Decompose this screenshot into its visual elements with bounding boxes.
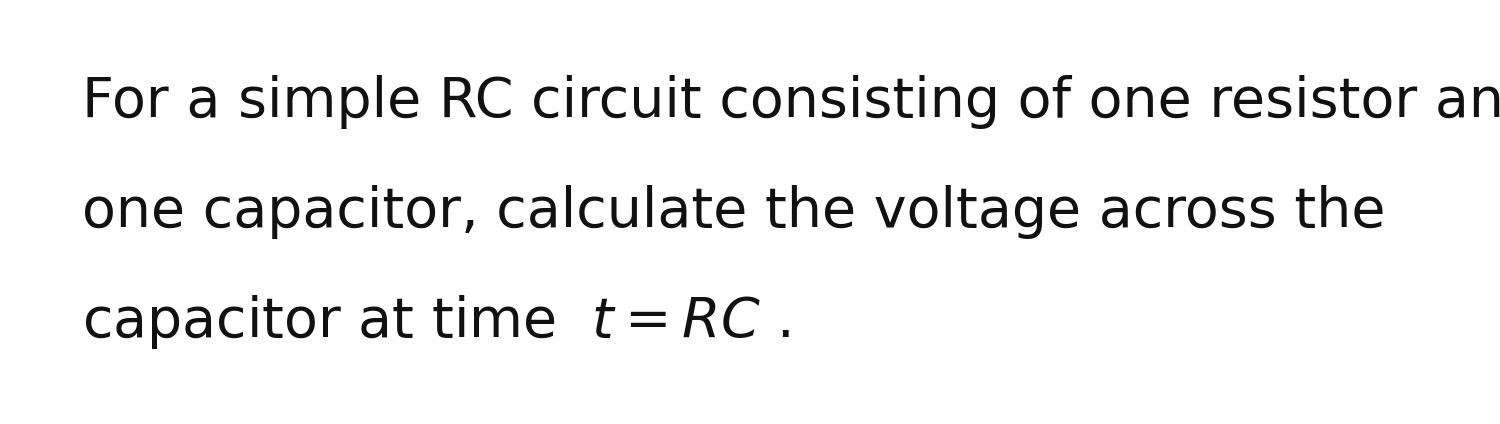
Text: one capacitor, calculate the voltage across the: one capacitor, calculate the voltage acr… xyxy=(82,185,1386,239)
Text: For a simple RC circuit consisting of one resistor and: For a simple RC circuit consisting of on… xyxy=(82,75,1500,129)
Text: capacitor at time  $t = RC$ .: capacitor at time $t = RC$ . xyxy=(82,293,790,351)
